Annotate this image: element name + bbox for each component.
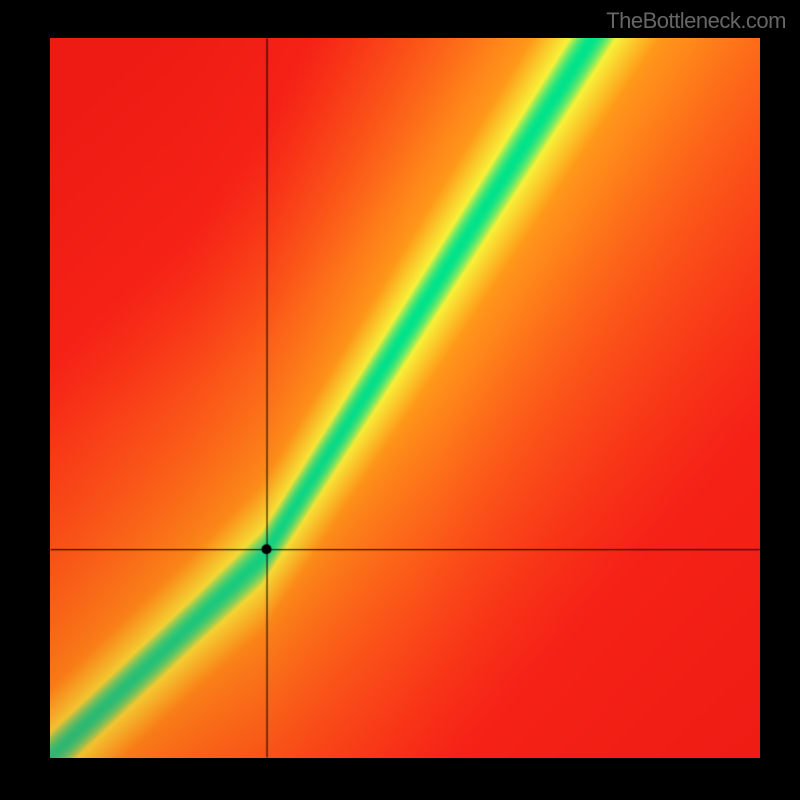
plot-area: [50, 38, 760, 758]
chart-container: TheBottleneck.com: [0, 0, 800, 800]
bottleneck-heatmap: [50, 38, 760, 758]
watermark-text: TheBottleneck.com: [606, 8, 786, 34]
